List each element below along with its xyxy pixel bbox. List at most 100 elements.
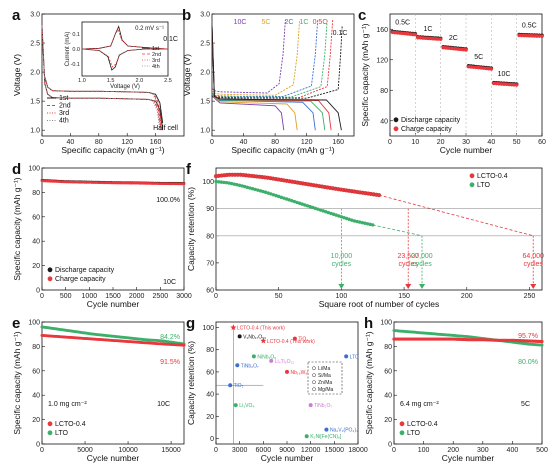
- y-tick-label-d: 100: [28, 166, 40, 173]
- g-legend-marker: [312, 387, 316, 392]
- g-legend-label: Li/Ma: [318, 366, 330, 372]
- c-point-charge: [530, 33, 534, 38]
- f-extrapolation-lto: [372, 224, 423, 237]
- x-tick-label-h: 500: [536, 447, 548, 454]
- c-rate-label-0.5C: 0.5C: [395, 20, 410, 27]
- f-point-lto: [360, 220, 364, 225]
- x-axis-label-f: Square root of number of cycles: [319, 299, 439, 309]
- g-point-label: Li₄Ti₅O₁₂: [275, 359, 295, 365]
- panel-label-d: d: [12, 161, 21, 178]
- y-tick-label-e: 40: [32, 393, 40, 400]
- f-marker-arrow: [419, 284, 426, 289]
- e-rate-label: 10C: [157, 401, 170, 408]
- d-rate-label: 10C: [163, 279, 176, 286]
- a-legend-label-2nd: 2nd: [59, 103, 71, 110]
- c-point-charge: [464, 48, 468, 52]
- f-legend-lcto-label: LCTO-0.4: [477, 173, 508, 180]
- g-legend-marker: [312, 380, 316, 385]
- y-tick-label-d: 0: [36, 288, 40, 295]
- y-tick-label-h: 100: [380, 320, 392, 327]
- x-axis-label-b: Specific capacity (mAh g⁻¹): [231, 145, 334, 155]
- panel-e: 0 5000 10000 15000 0 20 40 60 80 100 Cycle number S…: [12, 315, 186, 463]
- b-rate-label-10C: 10C: [234, 19, 247, 26]
- d-legend-discharge-label: Discharge capacity: [55, 267, 115, 274]
- panel-label-c: c: [358, 7, 366, 24]
- g-point: [235, 363, 240, 368]
- y-tick-label-d: 40: [32, 239, 40, 246]
- e-legend-lto-label: LTO: [55, 430, 69, 437]
- c-point-charge: [489, 67, 494, 71]
- x-tick-label-c: 0: [388, 139, 392, 146]
- g-point: [251, 354, 256, 359]
- f-marker-unit: cycles: [523, 261, 543, 268]
- a-charge-curve-2nd: [44, 76, 162, 124]
- x-tick-label-a: 80: [95, 139, 103, 146]
- b-curve-1C: [211, 19, 328, 98]
- a-inset-legend-label-1st: 1st: [152, 46, 160, 52]
- f-point-lto: [222, 180, 226, 185]
- x-tick-label-a: 160: [150, 139, 162, 146]
- x-axis-label-e: Cycle number: [87, 453, 140, 463]
- f-point-lto: [250, 187, 255, 191]
- x-tick-label-g: 15000: [325, 447, 345, 454]
- f-point-lto: [282, 196, 286, 200]
- b-curve-5C discharge: [211, 25, 298, 131]
- y-axis-label-a: Voltage (V): [12, 54, 22, 96]
- y-axis-label-d: Specific capacity (mAh g⁻¹): [12, 177, 22, 280]
- f-point-lto: [219, 180, 223, 184]
- d-retention-label: 100.0%: [156, 197, 180, 204]
- x-tick-label-h: 200: [447, 447, 459, 454]
- c-point-charge: [527, 33, 532, 38]
- f-legend-lto-label: LTO: [477, 182, 491, 189]
- f-marker-arrow: [338, 284, 345, 289]
- y-tick-label-a: 2.5: [30, 41, 40, 48]
- panel-label-e: e: [12, 315, 20, 332]
- c-point-charge: [532, 34, 537, 38]
- f-point-lto: [355, 219, 359, 224]
- f-point-lto: [245, 185, 250, 190]
- y-tick-label-h: 20: [384, 417, 392, 424]
- g-point: [292, 336, 297, 341]
- y-tick-label-f: 70: [206, 260, 214, 267]
- c-rate-label-5C: 5C: [474, 54, 483, 61]
- y-tick-label-d: 20: [32, 263, 40, 270]
- x-tick-label-g: 9000: [279, 447, 295, 454]
- c-legend-charge-label: Charge capacity: [401, 126, 452, 133]
- x-tick-label-a: 0: [40, 139, 44, 146]
- y-axis-label-f: Capacity retention (%): [186, 187, 196, 271]
- y-tick-label-e: 100: [28, 320, 40, 327]
- x-tick-label-h: 400: [507, 447, 519, 454]
- y-tick-label-b: 3.0: [200, 12, 210, 19]
- f-point-lto: [290, 199, 294, 203]
- g-point-label: K₂Ni[Fe(CN)₆]: [310, 434, 342, 440]
- f-point-lto: [329, 211, 333, 216]
- y-tick-label-c: 80: [380, 88, 388, 95]
- y-tick-label-f: 100: [202, 179, 214, 186]
- y-tick-label-h: 40: [384, 393, 392, 400]
- x-tick-label-h: 100: [418, 447, 430, 454]
- g-point-label: Na₂V₂(PO₄)₃: [330, 428, 358, 434]
- c-rate-label-0.5C: 0.5C: [522, 23, 537, 30]
- x-axis-label-g: Cycle number: [261, 453, 314, 463]
- x-tick-label-h: 0: [392, 447, 396, 454]
- x-tick-label-e: 10000: [118, 447, 138, 454]
- e-legend-lto-marker: [47, 430, 53, 436]
- y-tick-label-e: 80: [32, 344, 40, 351]
- x-tick-label-d: 2500: [153, 293, 169, 300]
- y-tick-label-b: 1.5: [200, 99, 210, 106]
- a-inset-cv-curve-2nd: [81, 28, 169, 68]
- b-curve-0.1C discharge: [211, 25, 342, 131]
- f-point-lto: [324, 210, 328, 214]
- f-point-lto: [326, 210, 331, 215]
- f-marker-arrow: [530, 284, 537, 289]
- f-legend-lcto-marker: [469, 173, 475, 179]
- x-tick-label-h: 300: [477, 447, 489, 454]
- g-point-label: TiO₂: [298, 337, 308, 343]
- g-point-label: LTO: [350, 354, 359, 360]
- x-tick-label-b: 40: [240, 139, 248, 146]
- x-tick-label-f: 0: [214, 293, 218, 300]
- f-point-lto: [300, 202, 304, 206]
- f-marker-unit: cycles: [412, 261, 432, 268]
